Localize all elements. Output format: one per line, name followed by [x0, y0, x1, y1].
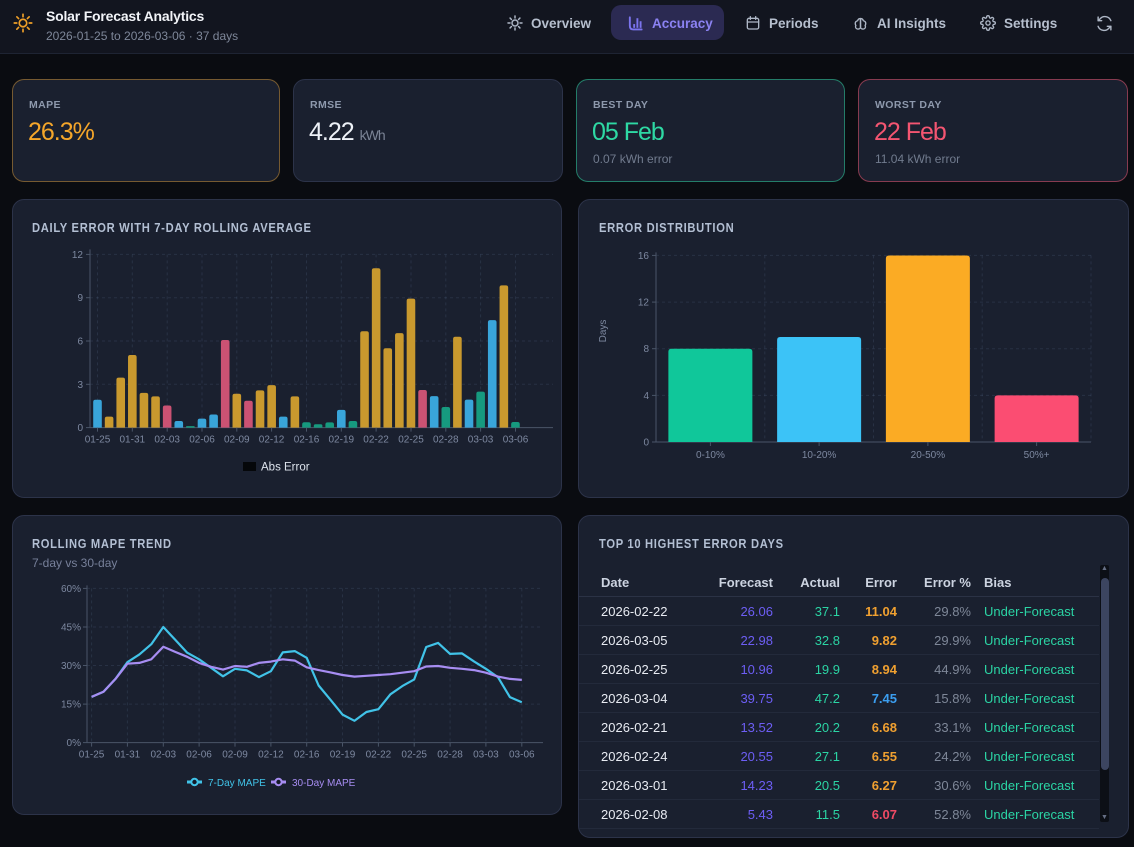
svg-text:9: 9 — [77, 293, 83, 304]
svg-text:03-06: 03-06 — [503, 435, 529, 446]
svg-text:02-25: 02-25 — [401, 750, 427, 761]
svg-text:16: 16 — [638, 251, 650, 262]
svg-text:02-28: 02-28 — [433, 435, 459, 446]
svg-text:02-03: 02-03 — [151, 750, 177, 761]
svg-text:02-03: 02-03 — [154, 435, 180, 446]
svg-text:3: 3 — [77, 380, 83, 391]
svg-text:03-06: 03-06 — [509, 750, 535, 761]
svg-text:60%: 60% — [61, 584, 81, 595]
svg-text:03-03: 03-03 — [468, 435, 494, 446]
svg-text:01-31: 01-31 — [115, 750, 141, 761]
svg-text:02-12: 02-12 — [259, 435, 285, 446]
svg-text:0: 0 — [643, 438, 649, 449]
svg-text:12: 12 — [638, 298, 650, 309]
svg-text:01-25: 01-25 — [85, 435, 111, 446]
svg-text:02-25: 02-25 — [398, 435, 424, 446]
svg-text:02-19: 02-19 — [330, 750, 356, 761]
svg-text:6: 6 — [77, 337, 83, 348]
svg-text:7-Day MAPE: 7-Day MAPE — [208, 778, 266, 789]
svg-text:12: 12 — [72, 250, 84, 261]
svg-text:02-22: 02-22 — [363, 435, 389, 446]
svg-text:30-Day MAPE: 30-Day MAPE — [292, 778, 356, 789]
svg-text:02-09: 02-09 — [224, 435, 250, 446]
svg-text:02-16: 02-16 — [294, 435, 320, 446]
svg-text:02-06: 02-06 — [189, 435, 215, 446]
svg-text:30%: 30% — [61, 661, 81, 672]
svg-text:15%: 15% — [61, 700, 81, 711]
svg-text:02-16: 02-16 — [294, 750, 320, 761]
svg-text:4: 4 — [643, 391, 649, 402]
svg-text:Days: Days — [598, 320, 609, 343]
svg-text:Abs Error: Abs Error — [261, 462, 310, 474]
svg-text:50%+: 50%+ — [1024, 450, 1050, 461]
svg-text:45%: 45% — [61, 623, 81, 634]
svg-text:01-25: 01-25 — [79, 750, 105, 761]
svg-text:0%: 0% — [67, 738, 82, 749]
svg-text:0-10%: 0-10% — [696, 450, 725, 461]
svg-text:20-50%: 20-50% — [911, 450, 946, 461]
svg-text:02-22: 02-22 — [366, 750, 392, 761]
svg-text:02-28: 02-28 — [437, 750, 463, 761]
svg-text:03-03: 03-03 — [473, 750, 499, 761]
svg-text:01-31: 01-31 — [120, 435, 146, 446]
svg-text:02-06: 02-06 — [186, 750, 212, 761]
svg-text:8: 8 — [643, 344, 649, 355]
svg-text:02-12: 02-12 — [258, 750, 284, 761]
svg-text:10-20%: 10-20% — [802, 450, 837, 461]
svg-text:02-19: 02-19 — [329, 435, 355, 446]
svg-text:02-09: 02-09 — [222, 750, 248, 761]
svg-text:0: 0 — [77, 423, 83, 434]
